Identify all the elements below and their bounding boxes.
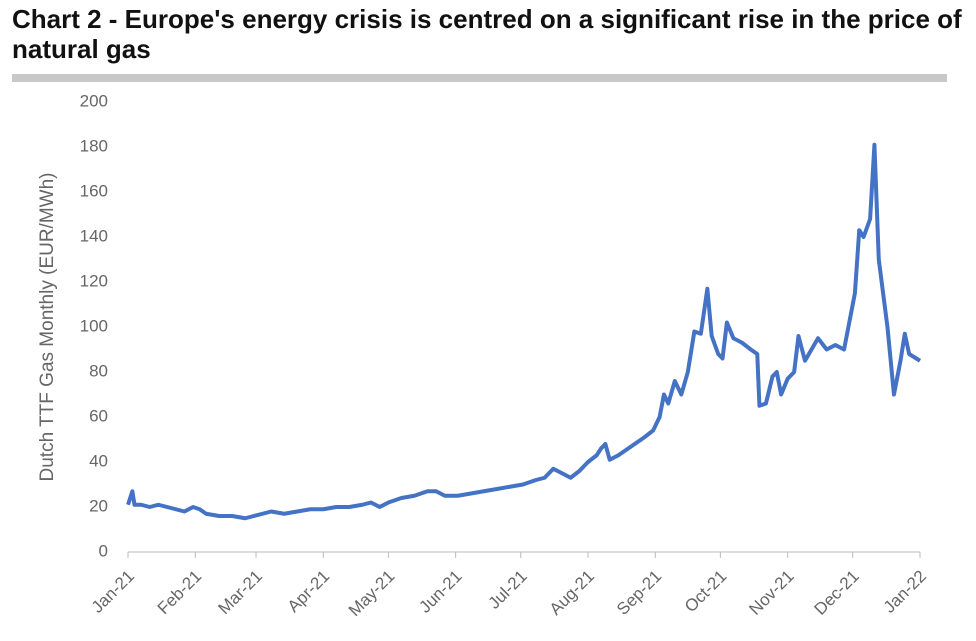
x-tick-label: Nov-21 [745, 567, 797, 619]
x-tick-label: May-21 [345, 567, 399, 621]
x-tick-label: Jun-21 [415, 567, 465, 617]
y-tick-label: 20 [89, 496, 108, 515]
y-tick-label: 80 [89, 361, 108, 380]
x-tick-label: Apr-21 [284, 567, 334, 617]
y-tick-label: 100 [80, 316, 108, 335]
y-tick-label: 180 [80, 136, 108, 155]
line-series [126, 142, 922, 521]
y-axis-label: Dutch TTF Gas Monthly (EUR/MWh) [37, 173, 58, 482]
x-tick-label: Oct-21 [681, 567, 731, 617]
y-tick-label: 0 [99, 541, 108, 560]
y-tick-label: 120 [80, 271, 108, 290]
x-tick-label: Sep-21 [613, 567, 665, 619]
x-tick-label: Feb-21 [154, 567, 206, 619]
y-tick-label: 160 [80, 181, 108, 200]
x-tick-label: Mar-21 [215, 567, 267, 619]
y-tick-label: 60 [89, 406, 108, 425]
chart-title: Chart 2 - Europe's energy crisis is cent… [12, 4, 962, 64]
y-tick-label: 40 [89, 451, 108, 470]
y-tick-label: 140 [80, 226, 108, 245]
x-tick-label: Jan-22 [880, 567, 930, 617]
x-tick-label: Jul-21 [485, 567, 531, 613]
x-tick-label: Jan-21 [88, 567, 138, 617]
title-rule [12, 74, 947, 82]
x-tick-label: Dec-21 [811, 567, 863, 619]
y-tick-label: 200 [80, 91, 108, 110]
x-tick-label: Aug-21 [546, 567, 598, 619]
